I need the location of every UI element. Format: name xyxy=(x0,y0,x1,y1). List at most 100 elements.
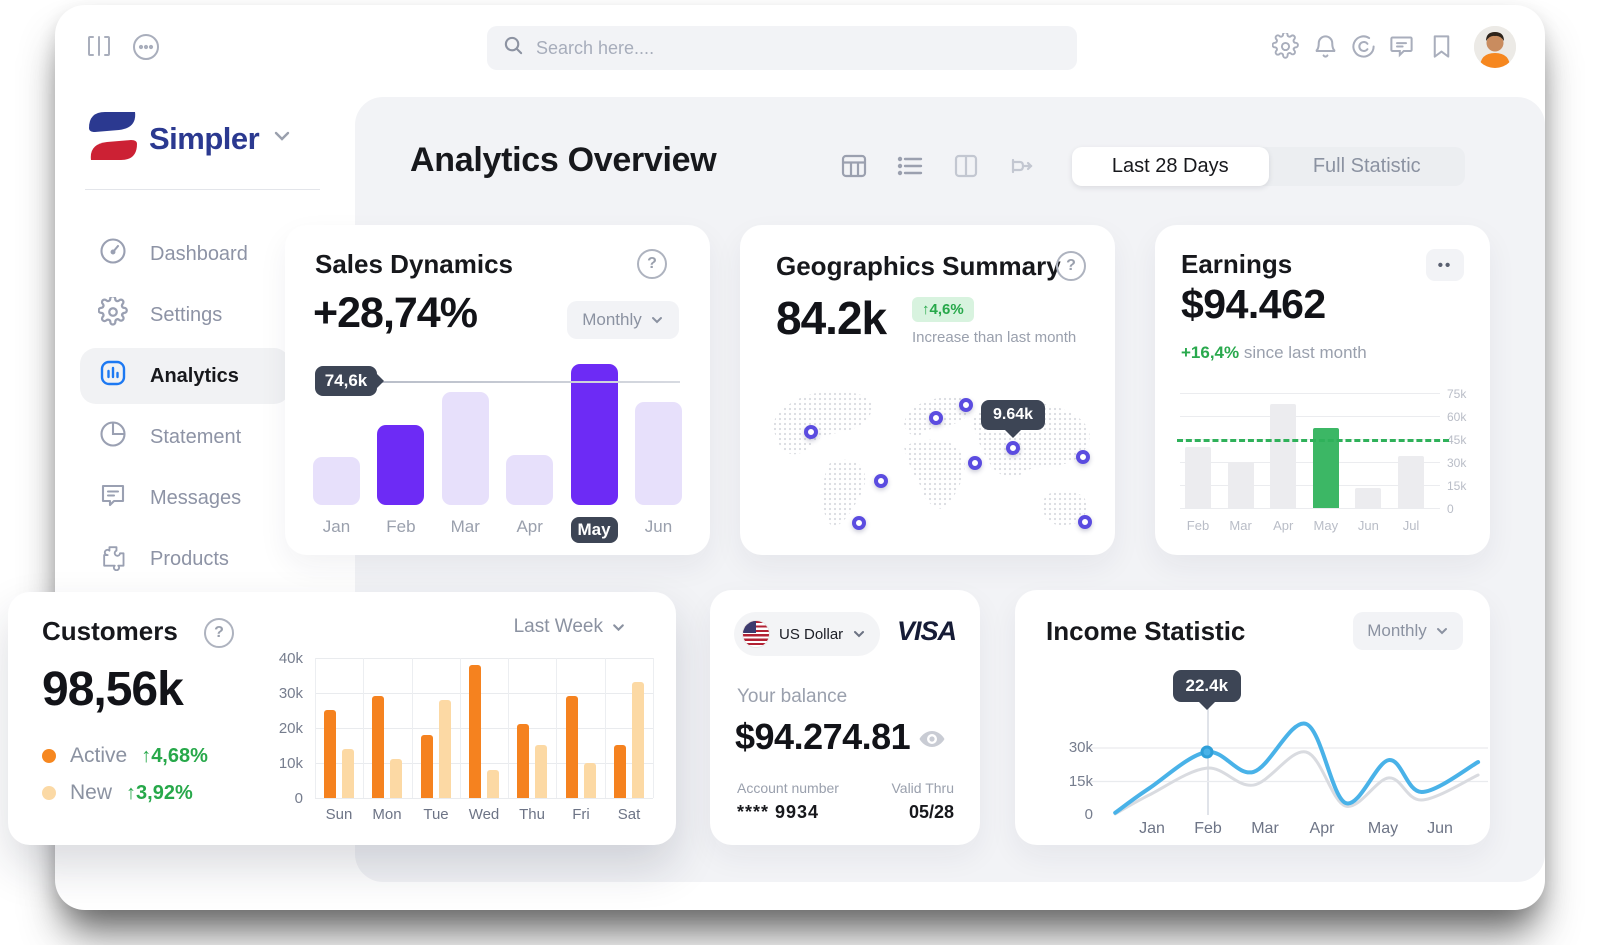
brand-logo[interactable]: Simpler xyxy=(85,106,293,171)
customers-bar-new-wed[interactable] xyxy=(487,770,499,798)
map-point-2[interactable] xyxy=(959,398,974,413)
customers-bar-new-fri[interactable] xyxy=(584,763,596,798)
sidebar-item-messages[interactable]: Messages xyxy=(80,470,290,526)
settings-icon[interactable] xyxy=(1271,31,1300,61)
map-point-1[interactable] xyxy=(929,410,944,425)
comments-icon[interactable] xyxy=(1388,33,1416,61)
earnings-ytick: 60k xyxy=(1447,410,1467,424)
map-point-8[interactable] xyxy=(1078,514,1093,529)
eye-icon[interactable] xyxy=(918,728,946,755)
customers-bar-new-sun[interactable] xyxy=(342,749,354,798)
customers-bar-active-tue[interactable] xyxy=(421,735,433,798)
customers-vgridline xyxy=(653,658,654,798)
sidebar-item-label: Messages xyxy=(150,486,242,509)
customers-bar-new-tue[interactable] xyxy=(439,700,451,798)
balance-value: $94.274.81 xyxy=(735,716,911,757)
sales-month-may[interactable]: May xyxy=(570,517,618,543)
customers-ytick: 30k xyxy=(278,685,303,702)
sidebar-item-dashboard[interactable]: Dashboard xyxy=(80,226,290,282)
customers-bar-active-fri[interactable] xyxy=(566,696,578,798)
user-avatar[interactable] xyxy=(1474,26,1516,68)
earnings-ytick: 75k xyxy=(1447,387,1467,401)
sidebar-item-settings[interactable]: Settings xyxy=(80,287,290,343)
earnings-ytick: 15k xyxy=(1447,479,1467,493)
sidebar-nav: Dashboard Settings Analytics Statement Messa… xyxy=(80,226,290,592)
earnings-bar-mar[interactable] xyxy=(1227,462,1254,508)
earnings-bar-jun[interactable] xyxy=(1355,488,1382,508)
map-point-6[interactable] xyxy=(874,473,889,488)
earnings-bar-jul[interactable] xyxy=(1398,456,1424,508)
flow-view-icon[interactable] xyxy=(1006,150,1038,187)
sales-bar-jan[interactable] xyxy=(313,457,360,505)
geo-value: 84.2k xyxy=(776,292,887,344)
more-options-icon[interactable] xyxy=(131,32,159,60)
sales-month-jan[interactable]: Jan xyxy=(322,517,351,536)
search-bar[interactable] xyxy=(487,26,1077,70)
earnings-more-button[interactable]: •• xyxy=(1426,249,1464,281)
map-point-0[interactable] xyxy=(804,424,819,439)
brand-chevron-down-icon[interactable] xyxy=(271,125,293,152)
range-last-28-days[interactable]: Last 28 Days xyxy=(1072,147,1269,186)
customers-title: Customers xyxy=(42,616,178,646)
customers-help-icon[interactable]: ? xyxy=(204,618,234,648)
sales-period-dropdown[interactable]: Monthly xyxy=(567,301,679,339)
sidebar-toggle-icon[interactable] xyxy=(85,32,113,60)
customers-bar-active-mon[interactable] xyxy=(372,696,384,798)
map-point-3[interactable] xyxy=(1006,441,1020,456)
customers-bar-new-sat[interactable] xyxy=(632,682,644,798)
us-flag-icon xyxy=(742,620,770,648)
balance-card: US Dollar VISA Your balance $94.274.81 A… xyxy=(710,590,980,845)
income-period-dropdown[interactable]: Monthly xyxy=(1353,612,1463,650)
sales-month-jun[interactable]: Jun xyxy=(644,517,673,536)
columns-view-icon[interactable] xyxy=(950,150,982,187)
sales-reference-line xyxy=(380,381,680,383)
earnings-bar-feb[interactable] xyxy=(1185,447,1211,508)
sales-bar-mar[interactable] xyxy=(441,392,489,505)
income-data-point xyxy=(1200,745,1214,759)
sidebar-item-label: Analytics xyxy=(150,364,239,387)
sales-bar-may[interactable] xyxy=(570,364,618,505)
geo-help-icon[interactable]: ? xyxy=(1056,251,1086,281)
earnings-bar-apr[interactable] xyxy=(1270,404,1297,508)
active-delta: ↑4,68% xyxy=(141,744,208,767)
income-line-previous xyxy=(1113,750,1480,816)
customers-bar-new-mon[interactable] xyxy=(390,759,402,798)
sales-help-icon[interactable]: ? xyxy=(637,249,667,279)
map-point-5[interactable] xyxy=(1076,449,1091,464)
sales-month-apr[interactable]: Apr xyxy=(516,517,543,536)
currency-dropdown[interactable]: US Dollar xyxy=(734,612,881,656)
earnings-card: Earnings •• $94.462 +16,4% since last mo… xyxy=(1155,225,1490,555)
sales-bar-apr[interactable] xyxy=(506,455,554,505)
bookmark-icon[interactable] xyxy=(1428,33,1456,61)
map-point-7[interactable] xyxy=(851,515,866,530)
earnings-gridline xyxy=(1180,508,1440,509)
table-view-icon[interactable] xyxy=(838,150,870,187)
sidebar-item-statement[interactable]: Statement xyxy=(80,409,290,465)
map-point-4[interactable] xyxy=(967,456,982,471)
copyright-icon[interactable] xyxy=(1350,33,1378,61)
customers-bar-active-sun[interactable] xyxy=(324,710,336,798)
sales-bar-jun[interactable] xyxy=(634,402,682,505)
sidebar-item-analytics[interactable]: Analytics xyxy=(80,348,290,404)
customers-period-dropdown[interactable]: Last Week xyxy=(514,616,626,638)
notifications-bell-icon[interactable] xyxy=(1312,33,1340,61)
map-tooltip: 9.64k xyxy=(981,400,1045,439)
income-xtick: May xyxy=(1367,820,1399,837)
customers-bar-new-thu[interactable] xyxy=(535,745,547,798)
list-view-icon[interactable] xyxy=(894,150,926,187)
sidebar-item-products[interactable]: Products xyxy=(80,531,290,587)
range-full-statistic[interactable]: Full Statistic xyxy=(1312,155,1421,177)
customers-bar-active-sat[interactable] xyxy=(614,745,626,798)
customers-bar-active-wed[interactable] xyxy=(469,665,481,798)
currency-label: US Dollar xyxy=(779,625,844,643)
customers-ytick: 10k xyxy=(278,755,303,772)
income-ytick: 30k xyxy=(1068,739,1093,756)
search-input[interactable] xyxy=(536,37,1061,59)
sales-month-feb[interactable]: Feb xyxy=(386,517,416,536)
balance-label: Your balance xyxy=(737,686,848,707)
sales-month-mar[interactable]: Mar xyxy=(450,517,480,536)
pie-icon xyxy=(98,419,128,455)
earnings-xtick: Feb xyxy=(1186,518,1210,533)
customers-bar-active-thu[interactable] xyxy=(517,724,529,798)
sales-bar-feb[interactable] xyxy=(377,425,425,505)
